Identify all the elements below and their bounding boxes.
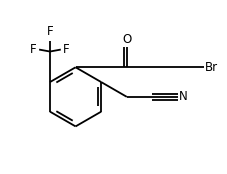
Text: F: F	[47, 25, 53, 38]
Text: F: F	[62, 43, 69, 56]
Text: F: F	[30, 43, 36, 56]
Text: N: N	[178, 90, 187, 103]
Text: Br: Br	[204, 61, 217, 74]
Text: O: O	[122, 33, 131, 46]
